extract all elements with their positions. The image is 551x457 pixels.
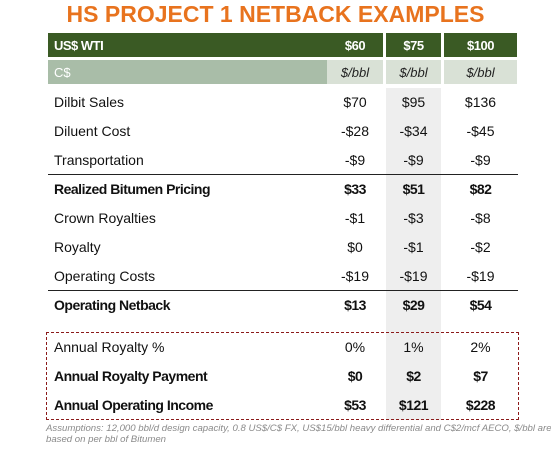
title: HS PROJECT 1 NETBACK EXAMPLES (66, 1, 485, 27)
row-label: Crown Royalties (54, 209, 156, 226)
cell-value: $29 (402, 296, 425, 313)
highlight-box (46, 332, 519, 420)
row-rule (48, 290, 518, 291)
table-row: Transportation -$9 -$9 -$9 (0, 145, 551, 174)
table-row: Operating Costs -$19 -$19 -$19 (0, 261, 551, 290)
cell-value: $51 (402, 180, 425, 197)
highlighted-row: Annual Royalty Payment $0 $2 $7 (0, 361, 551, 390)
cell-value: -$45 (466, 122, 495, 139)
column-shade (386, 88, 441, 420)
table-row: Realized Bitumen Pricing $33 $51 $82 (0, 174, 551, 203)
cell-value: -$9 (344, 151, 366, 168)
cell-value: -$34 (399, 122, 428, 139)
cell-value: 2% (470, 338, 491, 355)
cell-value: $54 (469, 296, 492, 313)
cell-value: $13 (344, 296, 366, 313)
cell-value: $/bbl (444, 60, 517, 84)
cell-value: $121 (398, 396, 429, 413)
cell-value: $60 (327, 33, 383, 57)
cell-value: $/bbl (327, 60, 383, 84)
cell-value: $0 (347, 367, 363, 384)
cell-value: $95 (401, 93, 426, 110)
table-row: Dilbit Sales $70 $95 $136 (0, 87, 551, 116)
cell-value: 1% (403, 338, 424, 355)
cell-value: -$3 (403, 209, 424, 226)
highlighted-row: Annual Operating Income $53 $121 $228 (0, 390, 551, 419)
cell-value: -$19 (399, 267, 428, 284)
table-row: Operating Netback $13 $29 $54 (0, 290, 551, 319)
row-label: Transportation (54, 151, 144, 168)
row-rule (48, 174, 518, 175)
row-label: Realized Bitumen Pricing (54, 180, 211, 197)
row-label: C$ (48, 60, 331, 84)
cell-value: $70 (343, 93, 367, 110)
cell-value: -$2 (470, 238, 491, 255)
subheader-row: C$ $/bbl $/bbl $/bbl (0, 60, 551, 84)
cell-value: -$19 (340, 267, 370, 284)
row-label: Dilbit Sales (54, 93, 125, 110)
cell-value: $33 (344, 180, 366, 197)
table-row: Diluent Cost -$28 -$34 -$45 (0, 116, 551, 145)
highlighted-row: Annual Royalty % 0% 1% 2% (0, 332, 551, 361)
row-label: Annual Royalty % (54, 338, 165, 355)
header-row: US$ WTI $60 $75 $100 (0, 33, 551, 57)
row-label: US$ WTI (48, 33, 331, 57)
cell-value: $7 (473, 367, 488, 384)
cell-value: -$19 (466, 267, 495, 284)
cell-value: 0% (344, 338, 366, 355)
footnote: Assumptions: 12,000 bbl/d design capacit… (46, 423, 551, 445)
cell-value: -$28 (340, 122, 370, 139)
row-label: Operating Costs (54, 267, 156, 284)
row-label: Royalty (54, 238, 101, 255)
table-row: Royalty $0 -$1 -$2 (0, 232, 551, 261)
cell-value: -$9 (470, 151, 491, 168)
cell-value: $136 (464, 93, 497, 110)
cell-value: -$8 (470, 209, 491, 226)
cell-value: $75 (386, 33, 441, 57)
cell-value: $2 (406, 367, 421, 384)
row-label: Diluent Cost (54, 122, 131, 139)
cell-value: -$1 (344, 209, 366, 226)
cell-value: $53 (344, 396, 366, 413)
cell-value: -$1 (403, 238, 424, 255)
table-row: Crown Royalties -$1 -$3 -$8 (0, 203, 551, 232)
cell-value: $100 (444, 33, 517, 57)
row-label: Annual Royalty Payment (54, 367, 208, 384)
cell-value: $82 (469, 180, 492, 197)
cell-value: $/bbl (386, 60, 441, 84)
cell-value: $0 (347, 238, 363, 255)
cell-value: $228 (465, 396, 496, 413)
cell-value: -$9 (403, 151, 424, 168)
row-label: Operating Netback (54, 296, 170, 313)
row-label: Annual Operating Income (54, 396, 213, 413)
